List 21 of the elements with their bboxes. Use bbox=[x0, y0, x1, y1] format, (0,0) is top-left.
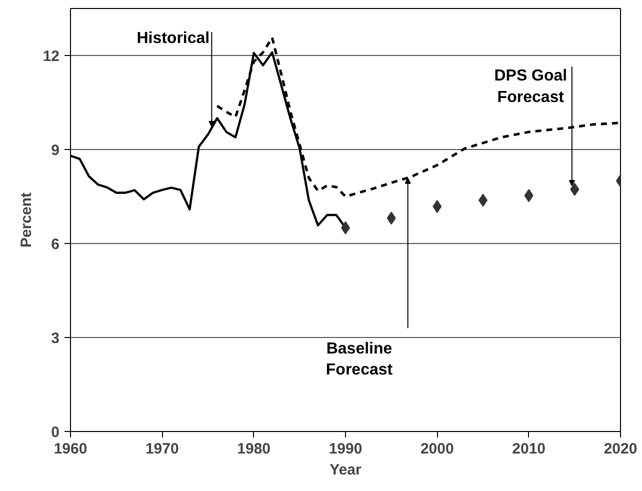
y-axis-title: Percent bbox=[18, 192, 35, 248]
x-tick-label: 1980 bbox=[237, 440, 271, 458]
y-tick-label: 12 bbox=[42, 48, 60, 65]
y-tick-label: 9 bbox=[51, 142, 60, 159]
text: Baseline Forecast bbox=[326, 340, 394, 379]
x-tick-label: 2010 bbox=[512, 440, 546, 458]
x-tick-label: 1960 bbox=[54, 440, 88, 458]
y-tick-label: 0 bbox=[51, 424, 60, 441]
x-tick-label: 2000 bbox=[420, 440, 454, 458]
point bbox=[432, 200, 442, 214]
y-tick-label: 3 bbox=[51, 330, 60, 347]
x-tick-label: 2020 bbox=[604, 440, 638, 458]
text: Historical bbox=[136, 30, 210, 47]
point bbox=[386, 212, 396, 225]
y-tick-label: 6 bbox=[51, 236, 60, 253]
point bbox=[570, 182, 580, 196]
point bbox=[524, 189, 534, 202]
x-axis-title: Year bbox=[330, 462, 362, 478]
x-tick-label: 1970 bbox=[145, 440, 179, 458]
text: DPS Goal Forecast bbox=[494, 68, 568, 106]
x-tick-label: 1990 bbox=[328, 440, 362, 458]
